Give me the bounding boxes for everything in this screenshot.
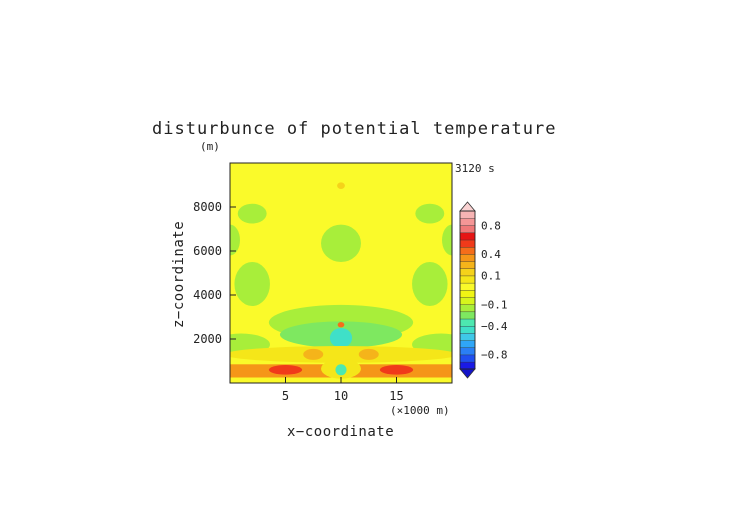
contour-region-12 (337, 322, 345, 328)
colorbar-segment-4 (459, 332, 476, 341)
colorbar-label-3: −0.1 (481, 298, 508, 311)
contour-region-17 (358, 348, 379, 360)
colorbar-segment-0 (459, 361, 476, 370)
contour-region-19 (268, 364, 303, 375)
colorbar-label-4: −0.4 (481, 320, 508, 333)
colorbar-segment-15 (459, 253, 476, 262)
y-tick-label-3: 8000 (193, 200, 222, 214)
contour-region-4 (321, 224, 361, 262)
contour-plot-area (230, 163, 452, 383)
colorbar-segment-1 (459, 354, 476, 363)
colorbar-segment-11 (459, 282, 476, 291)
y-axis-label: z−coordinate (171, 221, 187, 328)
colorbar-frame (459, 210, 476, 370)
colorbar-segment-13 (459, 268, 476, 277)
colorbar-segment-14 (459, 261, 476, 269)
colorbar-segment-21 (459, 210, 476, 219)
contour-region-7 (234, 262, 270, 306)
y-axis: 2000 4000 6000 8000 (193, 200, 236, 346)
colorbar-extend-min (459, 368, 476, 379)
contour-region-2 (237, 203, 267, 224)
contour-region-11 (329, 328, 353, 348)
x-tick-label-2: 15 (389, 389, 403, 403)
contour-region-5 (230, 224, 240, 256)
contour-region-6 (442, 224, 452, 256)
chart-title: disturbunce of potential temperature (152, 119, 556, 139)
y-unit-label: (m) (200, 140, 220, 153)
colorbar-label-2: 0.1 (481, 270, 501, 283)
y-tick-label-0: 2000 (193, 332, 222, 346)
colorbar: 0.8 0.4 0.1 −0.1 −0.4 −0.8 (459, 201, 508, 379)
contour-region-16 (303, 348, 324, 360)
colorbar-segment-2 (459, 347, 476, 356)
contour-region-8 (412, 262, 448, 306)
y-tick-label-1: 4000 (193, 288, 222, 302)
colorbar-segment-12 (459, 275, 476, 284)
x-axis-label: x−coordinate (287, 424, 394, 440)
colorbar-segment-6 (459, 318, 476, 327)
colorbar-segment-18 (459, 232, 476, 241)
contour-region-1 (337, 182, 345, 189)
colorbar-label-0: 0.8 (481, 219, 501, 232)
y-tick-label-2: 6000 (193, 244, 222, 258)
x-axis: 5 10 15 (282, 377, 404, 403)
colorbar-segment-16 (459, 246, 476, 255)
contour-region-3 (415, 203, 445, 224)
colorbar-segment-19 (459, 225, 476, 234)
colorbar-segment-10 (459, 289, 476, 298)
colorbar-extend-max (459, 201, 476, 212)
contour-region-15 (230, 346, 452, 363)
contour-region-20 (379, 364, 414, 375)
x-tick-label-0: 5 (282, 389, 289, 403)
colorbar-segment-9 (459, 296, 476, 305)
colorbar-label-5: −0.8 (481, 349, 508, 362)
x-tick-label-1: 10 (334, 389, 348, 403)
colorbar-segment-20 (459, 217, 476, 226)
colorbar-segment-5 (459, 325, 476, 334)
colorbar-segment-3 (459, 340, 476, 348)
colorbar-segment-7 (459, 311, 476, 320)
colorbar-segment-17 (459, 239, 476, 248)
contour-region-22 (335, 364, 347, 376)
time-label: 3120 s (455, 162, 495, 175)
colorbar-label-1: 0.4 (481, 248, 501, 261)
colorbar-segment-8 (459, 304, 476, 313)
x-unit-label: (×1000 m) (390, 404, 450, 417)
